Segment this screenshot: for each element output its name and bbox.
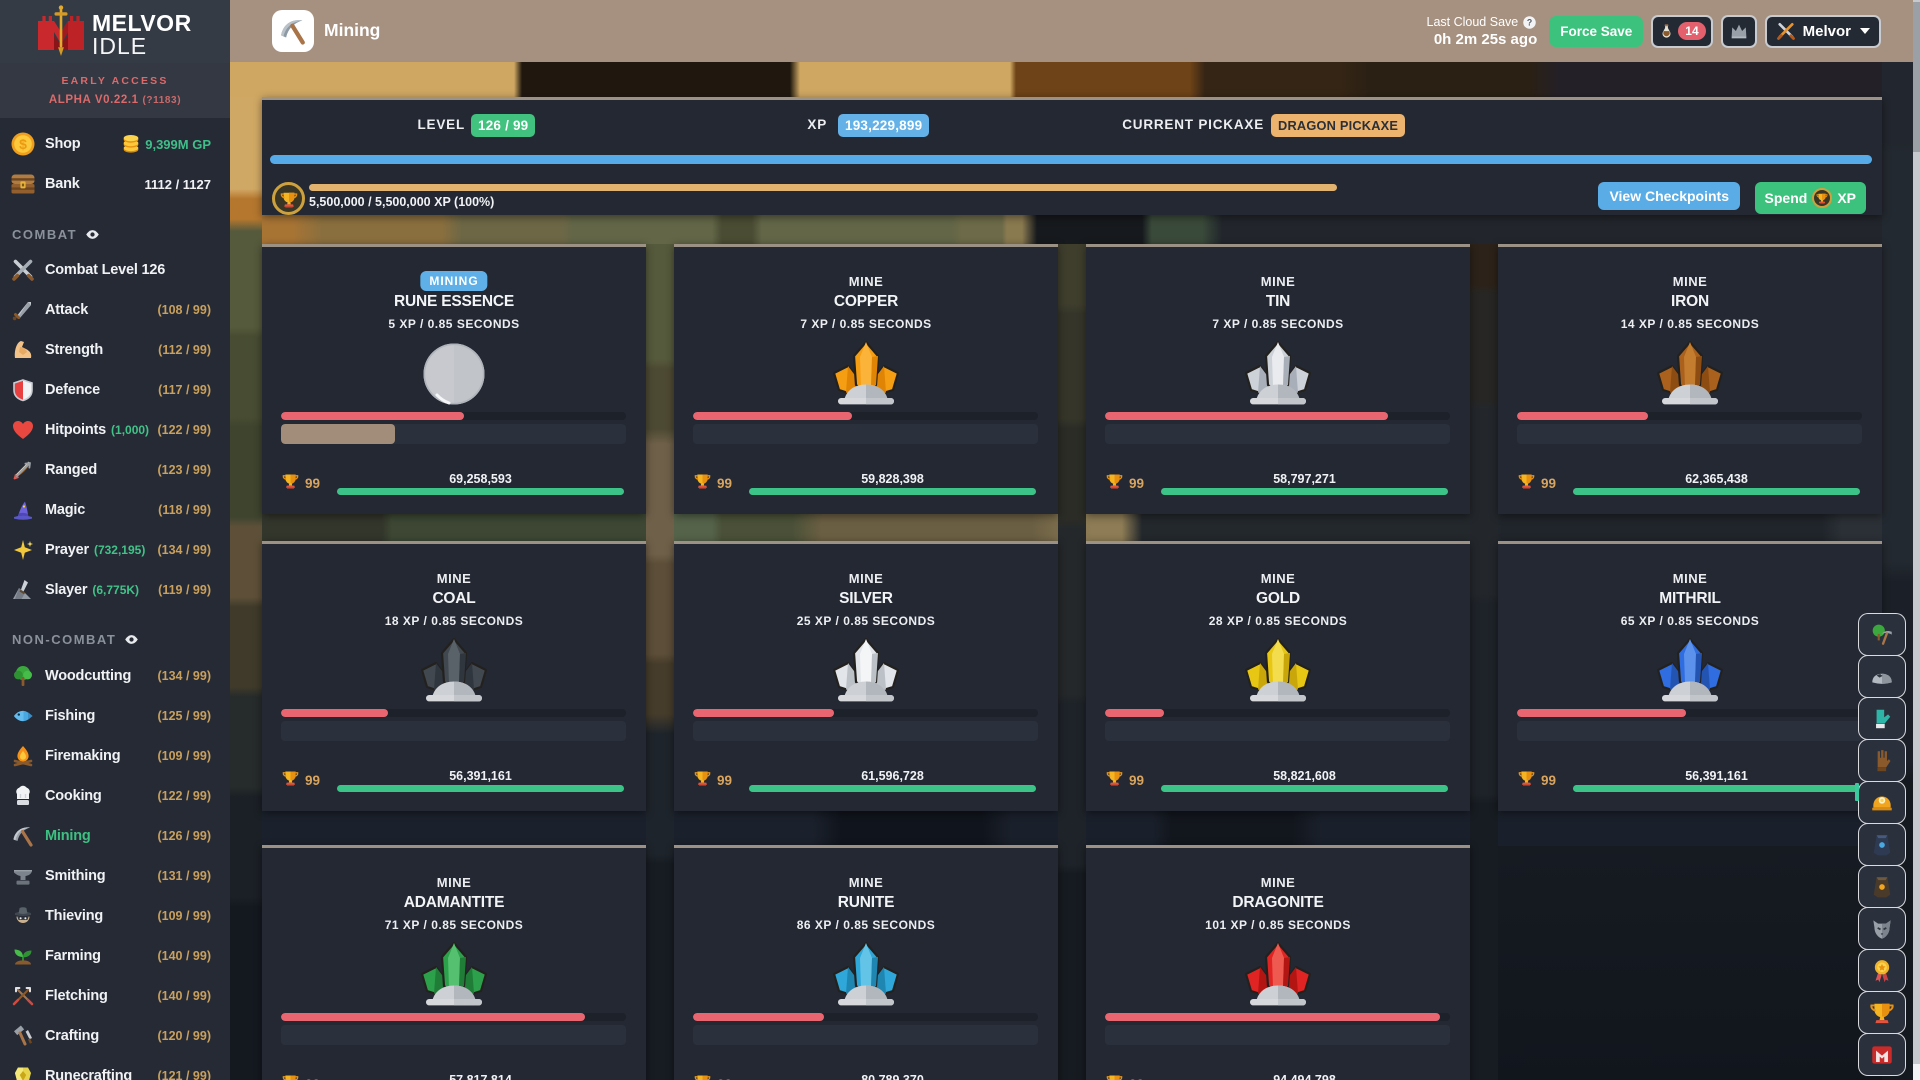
- svg-text:$: $: [19, 136, 27, 152]
- svg-text:?: ?: [1527, 17, 1532, 27]
